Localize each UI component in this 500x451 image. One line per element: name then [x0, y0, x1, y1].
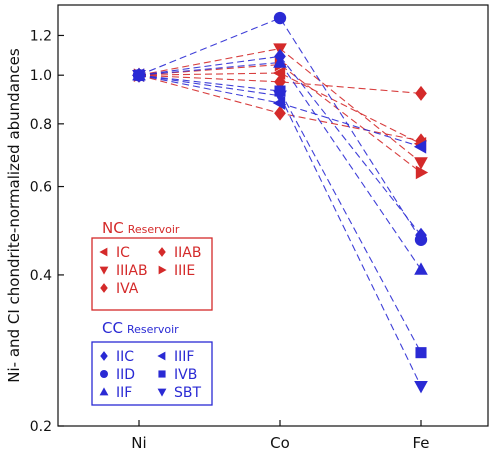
data-point-iid-fe — [414, 233, 428, 246]
y-tick-label: 1.0 — [30, 68, 52, 84]
data-point-sbt-co — [273, 90, 287, 103]
legend-nc: NC Reservoir IC IIIAB IVA IIAB IIIE — [91, 219, 213, 311]
data-point-iva-co — [274, 105, 286, 121]
series-line-iiab — [138, 74, 422, 94]
legend-label-ivb: IVB — [174, 367, 197, 383]
legend-title-main: NC — [102, 219, 124, 237]
legend-marker-iid — [100, 370, 108, 378]
y-tick-label: 1.2 — [30, 28, 52, 44]
series-line-iif — [138, 61, 422, 270]
data-point-iiif-fe — [413, 139, 427, 154]
legend-title-sub: Reservoir — [127, 323, 179, 336]
legend-cc: CC Reservoir IIC IID IIF IIIF IVB SBT — [91, 319, 213, 406]
series-line-iiie — [138, 64, 422, 173]
data-point-iiiab-fe — [414, 157, 428, 170]
data-point-iiie-fe — [415, 165, 429, 180]
x-tick-label-fe: Fe — [412, 434, 429, 451]
data-point-iiab-fe — [415, 85, 427, 101]
legend-marker-iiif — [157, 351, 166, 361]
legend-box — [91, 341, 213, 406]
data-point-iif-co — [273, 55, 287, 68]
y-tick-label: 0.6 — [30, 180, 52, 196]
legend-label-ic: IC — [116, 245, 130, 261]
legend-marker-sbt — [157, 388, 167, 397]
legend-box — [91, 237, 213, 311]
y-tick-label: 0.2 — [30, 419, 52, 435]
legend-label-iid: IID — [116, 367, 135, 383]
legends: NC Reservoir IC IIIAB IVA IIAB IIIE CC Reservoir… — [91, 219, 213, 406]
data-point-ic-co — [272, 66, 286, 80]
legend-title-sub: Reservoir — [128, 223, 180, 236]
data-point-sbt-ni — [132, 70, 146, 83]
legend-marker-iif — [99, 387, 109, 396]
axes: 0.2 0.4 0.6 0.8 1.0 1.2 Ni Co Fe Ni- and CI chond… — [5, 4, 489, 451]
series-line-sbt — [138, 74, 422, 387]
x-tick-label-ni: Ni — [131, 434, 146, 451]
legend-marker-iiie — [158, 265, 167, 275]
series-line-iic — [138, 55, 422, 236]
legend-marker-iiiab — [99, 266, 109, 275]
legend-title-main: CC — [102, 319, 123, 337]
plot-frame — [57, 4, 489, 427]
legend-label-iiiab: IIIAB — [116, 263, 148, 279]
series-line-iid — [138, 17, 422, 241]
legend-marker-ic — [99, 247, 108, 257]
data-point-iif-fe — [414, 262, 428, 275]
legend-label-iiif: IIIF — [174, 349, 194, 365]
legend-marker-ivb — [158, 370, 166, 378]
legend-label-iic: IIC — [116, 349, 134, 365]
data-point-sbt-fe — [414, 381, 428, 394]
legend-marker-iic — [100, 351, 108, 361]
x-tick-label-co: Co — [270, 434, 290, 451]
legend-title: CC Reservoir — [102, 319, 179, 337]
legend-marker-iva — [100, 283, 108, 293]
series-line-ic — [138, 72, 422, 145]
y-tick-label: 0.4 — [30, 268, 52, 284]
data-point-iid-co — [273, 11, 287, 25]
legend-title: NC Reservoir — [102, 219, 180, 237]
series-markers — [131, 11, 429, 394]
legend-label-sbt: SBT — [174, 385, 201, 401]
legend-label-iiie: IIIE — [174, 263, 195, 279]
data-point-ivb-fe — [415, 347, 427, 359]
y-tick-label: 0.8 — [30, 117, 52, 133]
data-point-iiif-co — [272, 96, 286, 110]
series-line-ivb — [138, 74, 422, 353]
legend-label-iva: IVA — [116, 281, 139, 297]
legend-label-iif: IIF — [116, 385, 132, 401]
legend-marker-iiab — [158, 247, 166, 257]
y-axis-label: Ni- and CI chondrite-normalized abundanc… — [5, 48, 23, 383]
legend-label-iiab: IIAB — [174, 245, 201, 261]
